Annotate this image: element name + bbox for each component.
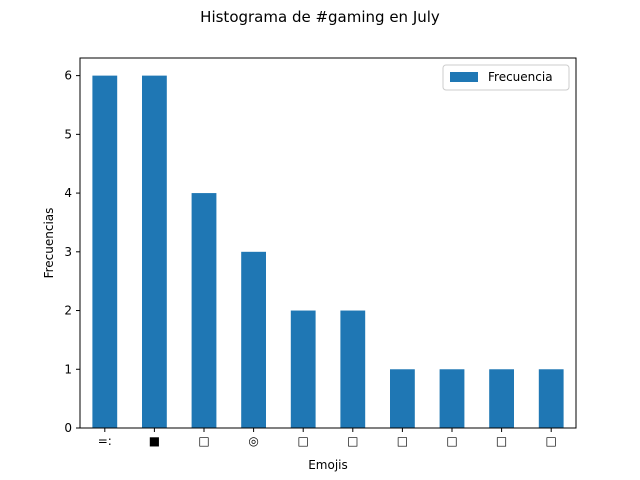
x-tick-label: □ bbox=[298, 434, 309, 448]
x-tick-label: ■ bbox=[149, 434, 160, 448]
legend: Frecuencia bbox=[442, 64, 570, 91]
legend-box bbox=[442, 64, 570, 91]
y-tick-label: 1 bbox=[64, 362, 72, 376]
x-tick-label: □ bbox=[496, 434, 507, 448]
bar bbox=[142, 75, 167, 428]
bar bbox=[489, 369, 514, 428]
plot-frame bbox=[79, 57, 577, 429]
y-tick-label: 6 bbox=[64, 69, 72, 83]
y-tick-label: 3 bbox=[64, 245, 72, 259]
y-axis-label: Frecuencias bbox=[42, 208, 56, 279]
bar bbox=[439, 369, 465, 428]
bar bbox=[290, 310, 316, 428]
x-tick-label: □ bbox=[397, 434, 408, 448]
x-tick-label: ◎ bbox=[248, 434, 258, 448]
x-tick-label: =: bbox=[98, 434, 112, 448]
x-axis-ticks: =: ■ □ ◎ □ □ □ □ □ □ bbox=[98, 428, 557, 448]
y-tick-label: 2 bbox=[64, 304, 72, 318]
y-axis-ticks: 0 1 2 3 4 5 6 bbox=[64, 69, 80, 435]
x-tick-label: □ bbox=[446, 434, 457, 448]
x-tick-label: □ bbox=[347, 434, 358, 448]
bar bbox=[340, 310, 366, 428]
x-tick-label: □ bbox=[198, 434, 209, 448]
bar bbox=[390, 369, 415, 428]
legend-swatch bbox=[450, 72, 478, 82]
x-axis-label: Emojis bbox=[308, 458, 348, 472]
x-tick-label: □ bbox=[546, 434, 557, 448]
y-tick-label: 0 bbox=[64, 421, 72, 435]
bars-group bbox=[92, 75, 564, 428]
bar bbox=[92, 75, 118, 428]
y-tick-label: 5 bbox=[64, 127, 72, 141]
bar bbox=[538, 369, 564, 428]
legend-label: Frecuencia bbox=[488, 70, 553, 84]
y-tick-label: 4 bbox=[64, 186, 72, 200]
bar bbox=[191, 193, 217, 428]
chart-title: Histograma de #gaming en July bbox=[200, 8, 440, 26]
bar bbox=[241, 251, 266, 428]
